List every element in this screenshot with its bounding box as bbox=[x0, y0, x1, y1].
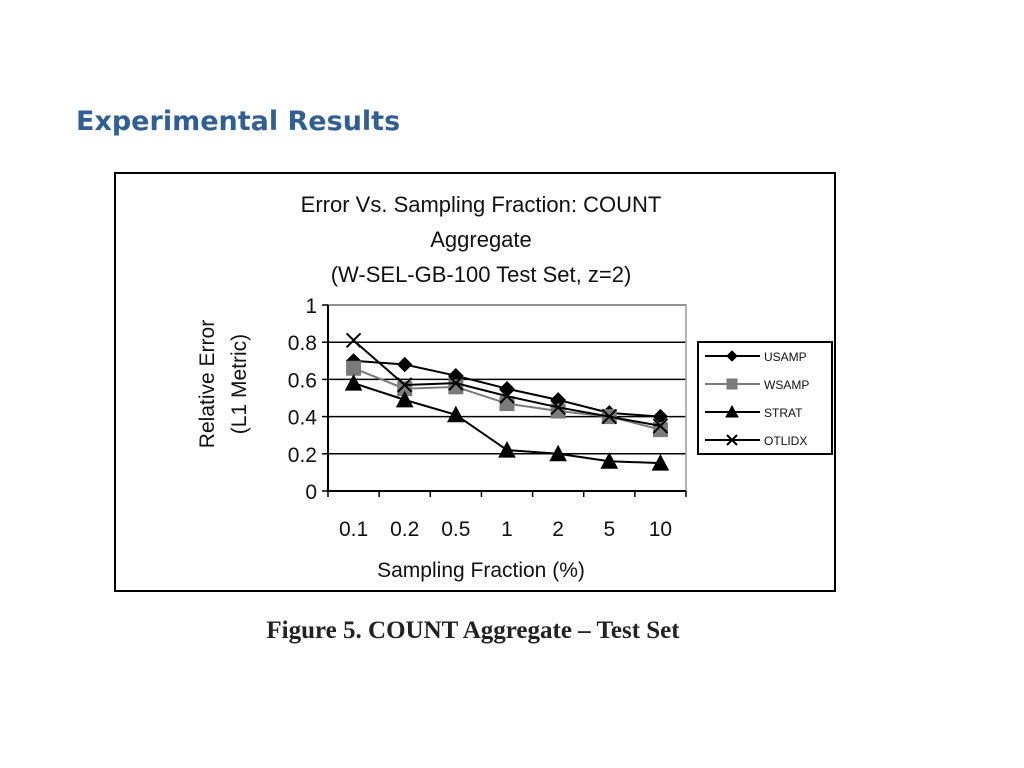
slide-title: Experimental Results bbox=[76, 106, 401, 137]
y-tick-label-4: 0.8 bbox=[288, 332, 317, 355]
legend-marker-otlidx bbox=[726, 434, 738, 446]
series-wsamp bbox=[346, 360, 668, 438]
x-tick-label-2: 0.5 bbox=[441, 518, 470, 541]
point-wsamp-0 bbox=[346, 360, 362, 376]
legend-label-wsamp: WSAMP bbox=[764, 378, 809, 392]
y-axis-label-line-2: (L1 Metric) bbox=[228, 334, 251, 434]
chart-title-line-3: (W-SEL-GB-100 Test Set, z=2) bbox=[331, 262, 632, 287]
point-strat-5 bbox=[600, 452, 619, 469]
point-wsamp-3 bbox=[499, 396, 515, 412]
point-strat-4 bbox=[549, 444, 567, 462]
point-otlidx-4 bbox=[550, 399, 566, 416]
y-axis-label-line-1: Relative Error bbox=[196, 320, 219, 448]
figure-caption: Figure 5. COUNT Aggregate – Test Set bbox=[266, 617, 680, 644]
y-tick-label-5: 1 bbox=[305, 295, 317, 318]
legend: USAMP WSAMP STRAT OTLIDX bbox=[697, 341, 833, 455]
legend-marker-usamp bbox=[726, 350, 738, 362]
series-usamp bbox=[345, 353, 669, 425]
x-axis-label: Sampling Fraction (%) bbox=[377, 559, 585, 582]
chart-frame: Error Vs. Sampling Fraction: COUNT Aggreg… bbox=[114, 172, 836, 592]
x-tick-label-6: 10 bbox=[649, 518, 672, 541]
x-tick-label-4: 2 bbox=[552, 518, 564, 541]
point-otlidx-2 bbox=[448, 375, 464, 391]
legend-marker-wsamp bbox=[726, 378, 738, 390]
point-strat-2 bbox=[447, 405, 465, 423]
x-tick-label-0: 0.1 bbox=[339, 518, 368, 541]
line-chart: Error Vs. Sampling Fraction: COUNT Aggreg… bbox=[196, 192, 833, 582]
point-otlidx-5 bbox=[601, 408, 617, 425]
series-group bbox=[344, 332, 670, 471]
y-tick-labels: 0 0.2 0.4 0.6 0.8 1 bbox=[288, 295, 328, 504]
y-tick-label-0: 0 bbox=[305, 481, 317, 504]
x-tick-labels: 0.1 0.2 0.5 1 2 5 10 bbox=[327, 491, 687, 541]
point-strat-1 bbox=[395, 390, 414, 408]
x-tick-label-3: 1 bbox=[501, 518, 513, 541]
y-tick-label-2: 0.4 bbox=[288, 407, 318, 430]
x-tick-label-5: 5 bbox=[603, 518, 615, 541]
y-tick-label-3: 0.6 bbox=[288, 369, 317, 392]
y-axis-label: Relative Error (L1 Metric) bbox=[196, 320, 251, 448]
point-strat-3 bbox=[498, 441, 516, 458]
x-tick-label-1: 0.2 bbox=[390, 518, 419, 541]
point-usamp-3 bbox=[499, 380, 515, 397]
legend-marker-strat bbox=[725, 404, 739, 418]
point-strat-6 bbox=[651, 454, 670, 471]
point-strat-0 bbox=[344, 374, 363, 391]
legend-label-usamp: USAMP bbox=[764, 350, 807, 364]
chart-title-line-2: Aggregate bbox=[430, 227, 532, 252]
legend-label-otlidx: OTLIDX bbox=[764, 434, 807, 448]
point-otlidx-1 bbox=[397, 377, 413, 393]
point-usamp-1 bbox=[397, 356, 413, 373]
series-otlidx bbox=[345, 332, 669, 434]
chart-title: Error Vs. Sampling Fraction: COUNT Aggreg… bbox=[301, 192, 662, 287]
point-otlidx-6 bbox=[652, 418, 669, 434]
chart-title-line-1: Error Vs. Sampling Fraction: COUNT bbox=[301, 192, 662, 217]
series-strat bbox=[344, 374, 670, 471]
x-axis-label-text: Sampling Fraction (%) bbox=[377, 559, 585, 582]
point-otlidx-0 bbox=[345, 332, 362, 349]
y-tick-label-1: 0.2 bbox=[288, 444, 317, 467]
legend-box bbox=[697, 341, 833, 455]
point-otlidx-3 bbox=[499, 388, 515, 404]
axes bbox=[327, 304, 687, 492]
legend-label-strat: STRAT bbox=[764, 406, 803, 420]
